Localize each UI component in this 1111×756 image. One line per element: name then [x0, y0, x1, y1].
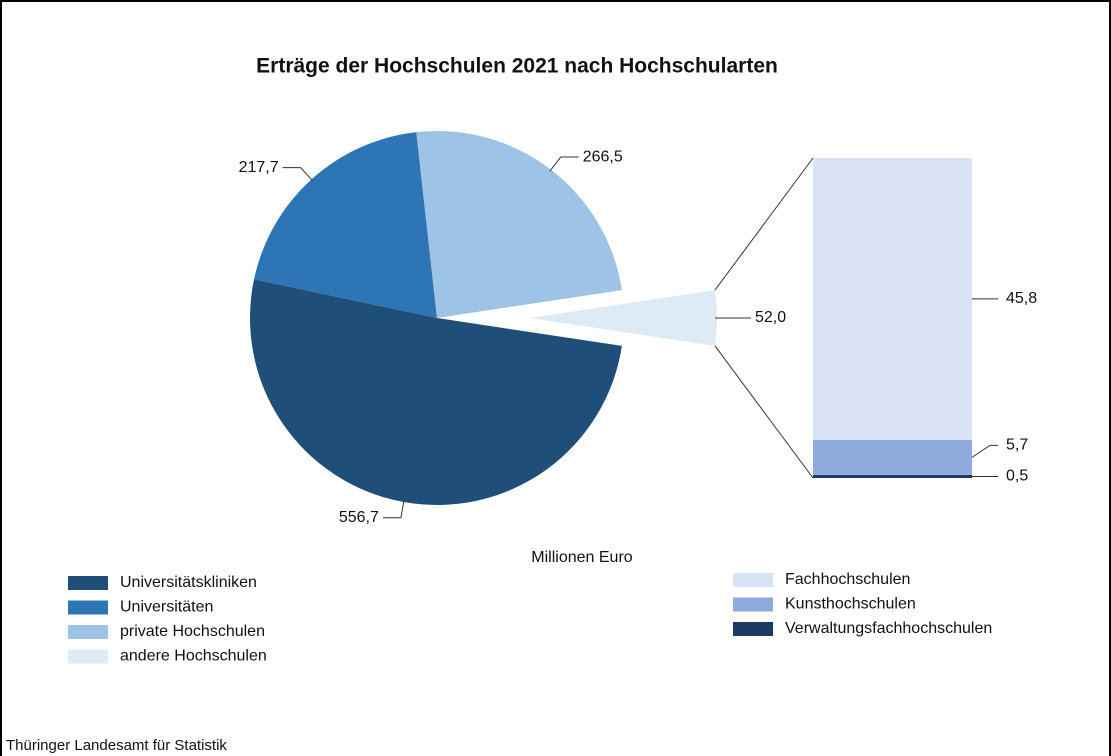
chart-title: Erträge der Hochschulen 2021 nach Hochsc… [256, 55, 778, 78]
data-label: 5,7 [1006, 437, 1028, 454]
legend-label: Universitätskliniken [120, 574, 257, 591]
connector [714, 157, 814, 291]
data-label: 52,0 [755, 309, 786, 326]
legend-label: Verwaltungsfachhochschulen [785, 620, 992, 637]
legend-label: Fachhochschulen [785, 571, 910, 588]
pie-slice [250, 279, 622, 505]
data-label: 266,5 [583, 148, 623, 165]
legend-swatch [68, 649, 108, 664]
legend-label: Kunsthochschulen [785, 596, 916, 613]
bar-segment [813, 439, 972, 475]
pie-slice [254, 132, 437, 318]
pie-slice [416, 131, 622, 318]
axis-label: Millionen Euro [531, 549, 632, 566]
legend-swatch [733, 597, 773, 612]
legend-swatch [733, 622, 773, 636]
legend-swatch [68, 600, 108, 615]
leader-line [971, 444, 998, 458]
bar-segment [813, 474, 972, 478]
data-label: 45,8 [1006, 290, 1037, 307]
connector [714, 345, 814, 479]
data-label: 0,5 [1006, 468, 1028, 485]
legend-swatch [68, 576, 108, 590]
leader-line [282, 167, 314, 182]
data-label: 217,7 [239, 159, 279, 176]
bar-segment [813, 158, 972, 440]
legend-swatch [733, 573, 773, 587]
legend-label: private Hochschulen [120, 623, 265, 640]
data-label: 556,7 [339, 509, 379, 526]
source: Thüringer Landesamt für Statistik [6, 737, 227, 754]
legend-swatch [68, 625, 108, 639]
legend-label: Universitäten [120, 599, 213, 616]
pie-slice [530, 290, 717, 346]
leader-line [549, 156, 579, 172]
legend-label: andere Hochschulen [120, 648, 267, 665]
leader-line [382, 499, 405, 519]
